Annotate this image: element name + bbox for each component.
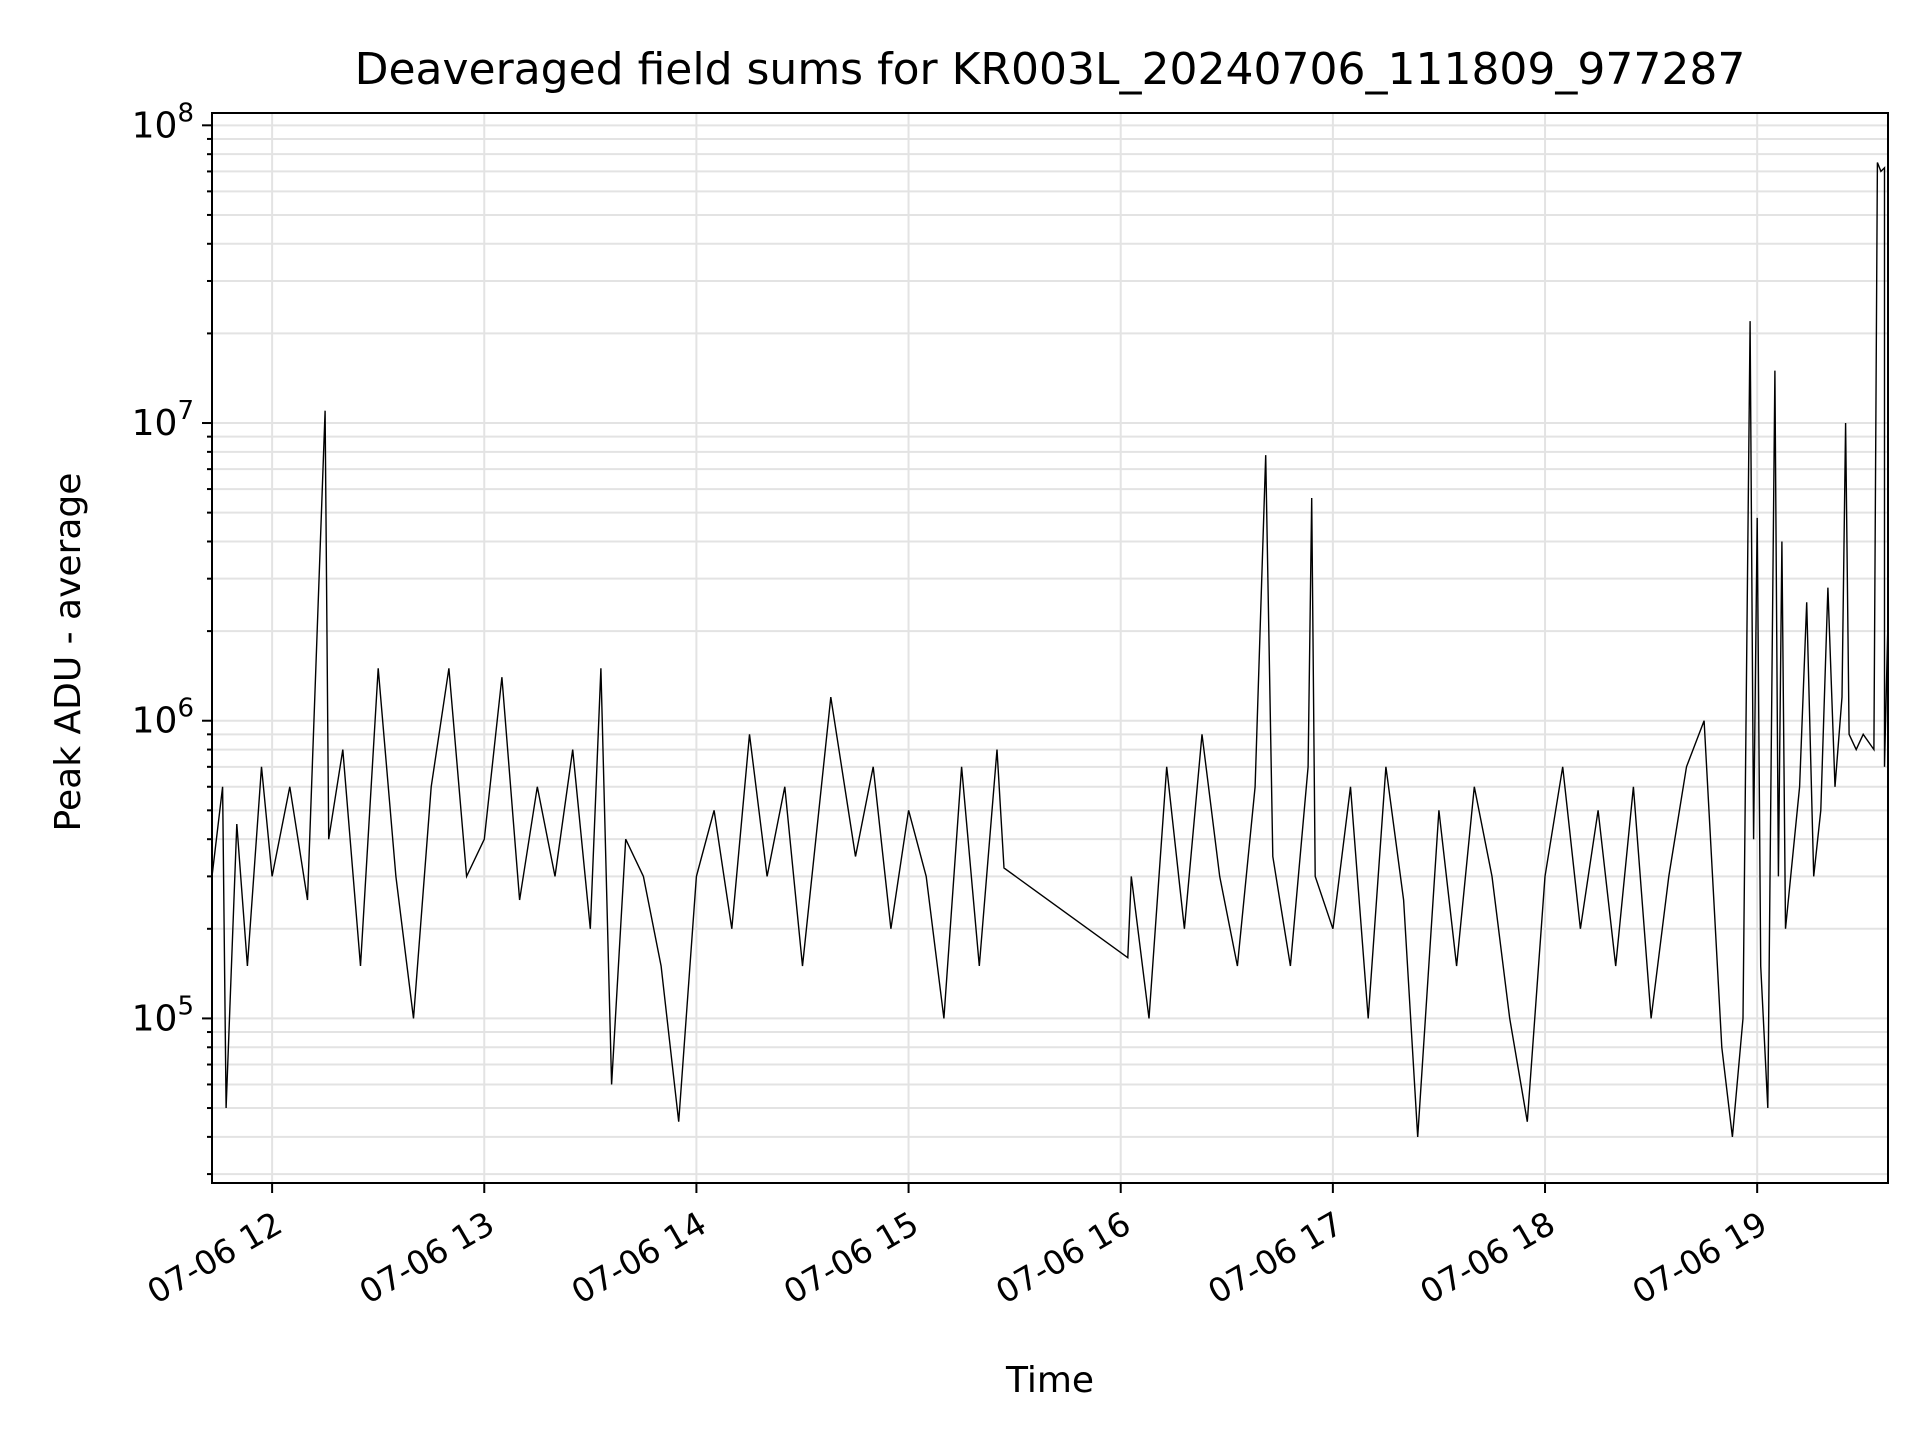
y-tick-label: 105 bbox=[132, 991, 194, 1039]
series-line bbox=[211, 162, 1889, 1137]
chart-title: Deaveraged field sums for KR003L_2024070… bbox=[355, 44, 1746, 95]
y-tick-label: 106 bbox=[132, 694, 194, 742]
y-tick-label: 108 bbox=[132, 98, 194, 146]
axes-frame bbox=[211, 112, 1889, 1184]
grid-lines bbox=[212, 113, 1888, 1183]
x-axis-label: Time bbox=[1005, 1360, 1094, 1401]
plot-area bbox=[211, 162, 1889, 1137]
y-axis-label: Peak ADU - average bbox=[48, 473, 89, 832]
y-tick-label: 107 bbox=[132, 396, 194, 444]
